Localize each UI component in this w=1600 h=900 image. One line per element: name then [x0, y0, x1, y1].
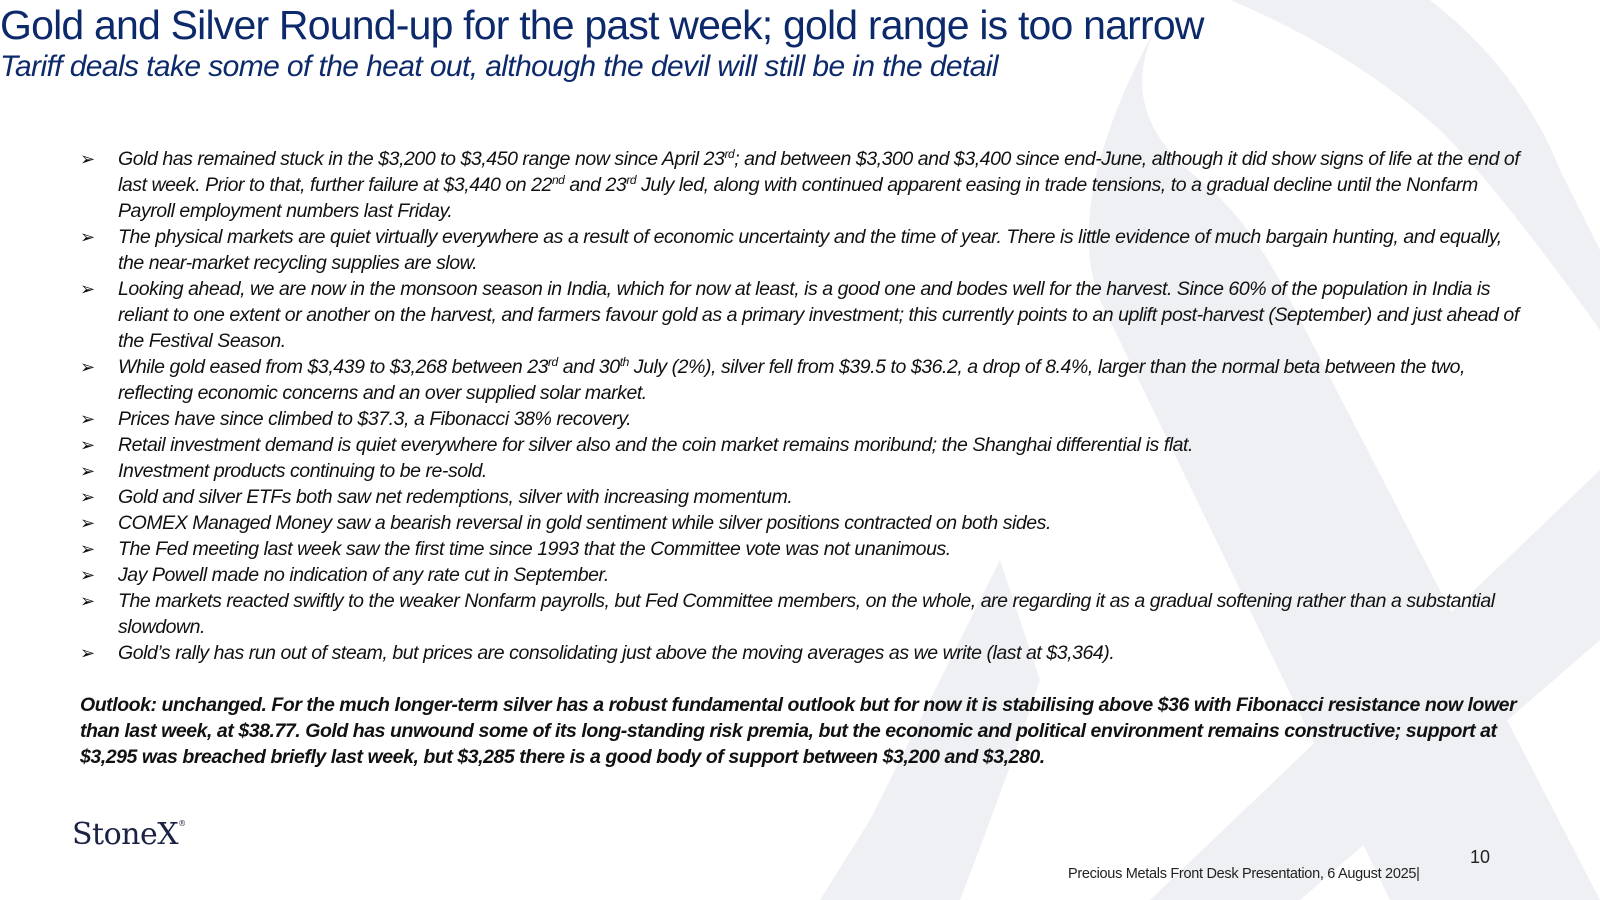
bullet-item: ➢ COMEX Managed Money saw a bearish rever…: [80, 510, 1530, 536]
bullet-item: ➢ Gold’s rally has run out of steam, but …: [80, 640, 1530, 666]
bullet-text: Gold’s rally has run out of steam, but p…: [118, 640, 1530, 666]
bullet-item: ➢ The physical markets are quiet virtuall…: [80, 224, 1530, 276]
bullet-item: ➢ Retail investment demand is quiet every…: [80, 432, 1530, 458]
bullet-arrow-icon: ➢: [80, 149, 95, 169]
bullet-text-run: Looking ahead, we are now in the monsoon…: [118, 278, 1519, 352]
bullet-text-run: While gold eased from $3,439 to $3,268 b…: [118, 356, 549, 378]
bullet-text: The Fed meeting last week saw the first …: [118, 536, 1530, 562]
bullet-text: The physical markets are quiet virtually…: [118, 224, 1530, 276]
ordinal-suffix: nd: [551, 173, 565, 187]
bullet-text-run: and 30: [557, 356, 620, 378]
bullet-arrow-icon: ➢: [80, 643, 95, 663]
bullet-text: Retail investment demand is quiet everyw…: [118, 432, 1530, 458]
bullet-item: ➢ Gold and silver ETFs both saw net redem…: [80, 484, 1530, 510]
bullet-text-run: July led, along with continued apparent …: [118, 174, 1478, 222]
bullet-text-run: July (2%), silver fell from $39.5 to $36…: [118, 356, 1465, 404]
bullet-item: ➢ The markets reacted swiftly to the weak…: [80, 588, 1530, 640]
ordinal-suffix: th: [619, 355, 630, 369]
bullet-text-run: The markets reacted swiftly to the weake…: [118, 590, 1495, 638]
bullet-text-run: Gold’s rally has run out of steam, but p…: [118, 642, 1115, 664]
bullet-text-run: The Fed meeting last week saw the first …: [118, 538, 951, 560]
bullet-text-run: Gold and silver ETFs both saw net redemp…: [118, 486, 793, 508]
bullet-text-run: ; and between $3,300 and $3,400 since en…: [118, 148, 1520, 196]
bullet-text: COMEX Managed Money saw a bearish revers…: [118, 510, 1530, 536]
bullet-item: ➢ Jay Powell made no indication of any ra…: [80, 562, 1530, 588]
page-number: 10: [1470, 847, 1491, 867]
bullet-item: ➢ The Fed meeting last week saw the first…: [80, 536, 1530, 562]
bullet-arrow-icon: ➢: [80, 409, 95, 429]
bullet-text: Gold has remained stuck in the $3,200 to…: [118, 146, 1530, 224]
bullet-text-run: Prices have since climbed to $37.3, a Fi…: [118, 408, 632, 430]
ordinal-suffix: rd: [548, 355, 558, 369]
slide-title: Gold and Silver Round-up for the past we…: [0, 2, 1204, 48]
bullet-arrow-icon: ➢: [80, 591, 95, 611]
bullet-item: ➢ While gold eased from $3,439 to $3,268 …: [80, 354, 1530, 406]
bullet-text-run: Gold has remained stuck in the $3,200 to…: [118, 148, 725, 170]
outlook-paragraph: Outlook: unchanged. For the much longer-…: [80, 694, 1517, 768]
stonex-logo: StoneX®: [72, 817, 186, 852]
bullet-text: The markets reacted swiftly to the weake…: [118, 588, 1530, 640]
bullet-arrow-icon: ➢: [80, 357, 95, 377]
bullet-text: Jay Powell made no indication of any rat…: [118, 562, 1530, 588]
bullet-text: Investment products continuing to be re-…: [118, 458, 1530, 484]
bullet-arrow-icon: ➢: [80, 435, 95, 455]
bullet-text: Looking ahead, we are now in the monsoon…: [118, 276, 1530, 354]
bullet-list: ➢ Gold has remained stuck in the $3,200 t…: [80, 146, 1530, 666]
bullet-arrow-icon: ➢: [80, 461, 95, 481]
logo-text: StoneX: [72, 817, 179, 852]
bullet-item: ➢ Investment products continuing to be re…: [80, 458, 1530, 484]
bullet-item: ➢ Looking ahead, we are now in the monsoo…: [80, 276, 1530, 354]
bullet-text-run: Retail investment demand is quiet everyw…: [118, 434, 1193, 456]
bullet-text: Prices have since climbed to $37.3, a Fi…: [118, 406, 1530, 432]
bullet-text-run: The physical markets are quiet virtually…: [118, 226, 1502, 274]
bullet-item: ➢ Gold has remained stuck in the $3,200 t…: [80, 146, 1530, 224]
bullet-arrow-icon: ➢: [80, 227, 95, 247]
bullet-text: Gold and silver ETFs both saw net redemp…: [118, 484, 1530, 510]
bullet-arrow-icon: ➢: [80, 279, 95, 299]
slide-subtitle: Tariff deals take some of the heat out, …: [0, 50, 999, 83]
footer-caption: Precious Metals Front Desk Presentation,…: [1068, 866, 1420, 882]
bullet-arrow-icon: ➢: [80, 487, 95, 507]
ordinal-suffix: rd: [724, 147, 735, 161]
bullet-text-run: COMEX Managed Money saw a bearish revers…: [118, 512, 1051, 534]
bullet-text-run: Jay Powell made no indication of any rat…: [118, 564, 609, 586]
bullet-arrow-icon: ➢: [80, 513, 95, 533]
ordinal-suffix: rd: [626, 173, 637, 187]
bullet-arrow-icon: ➢: [80, 565, 95, 585]
bullet-item: ➢ Prices have since climbed to $37.3, a F…: [80, 406, 1530, 432]
bullet-arrow-icon: ➢: [80, 539, 95, 559]
bullet-text-run: and 23: [564, 174, 627, 196]
bullet-text-run: Investment products continuing to be re-…: [118, 460, 487, 482]
logo-registered-mark: ®: [178, 819, 186, 828]
bullet-text: While gold eased from $3,439 to $3,268 b…: [118, 354, 1530, 406]
